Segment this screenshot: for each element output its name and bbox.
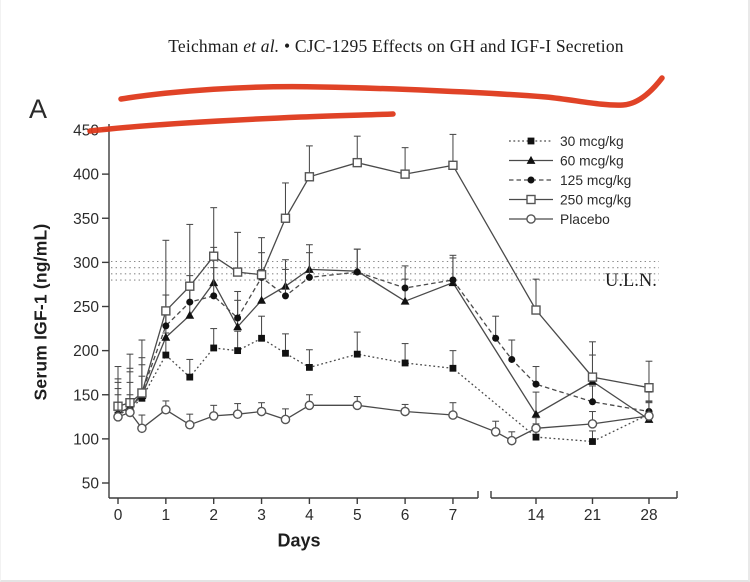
series-line-250-mcg-kg	[117, 162, 650, 407]
uln-label: U.L.N.	[605, 271, 657, 291]
x-axis-title: Days	[277, 530, 321, 551]
legend: 30 mcg/kg 60 mcg/kg 125 mcg/kg 250 mcg/kg Pl…	[509, 134, 631, 227]
y-tick-label: 200	[73, 343, 99, 360]
series-placebo	[113, 394, 654, 446]
y-tick-label: 300	[73, 255, 99, 272]
x-tick-label: 28	[640, 507, 657, 524]
legend-item-label: 60 mcg/kg	[560, 153, 624, 168]
legend-item-30-mcg-kg: 30 mcg/kg	[509, 134, 624, 149]
x-tick-label: 2	[209, 507, 218, 524]
legend-item-60-mcg-kg: 60 mcg/kg	[509, 153, 624, 168]
x-tick-label: 14	[527, 507, 545, 524]
header-etal: et al.	[243, 36, 280, 56]
y-tick-label: 400	[73, 167, 99, 184]
legend-item-125-mcg-kg: 125 mcg/kg	[509, 173, 631, 188]
y-tick-label: 450	[73, 123, 99, 140]
series-line-placebo	[117, 404, 650, 442]
x-tick-label: 5	[353, 507, 362, 524]
y-tick-label: 100	[73, 431, 99, 448]
series-125-mcg-kg	[114, 248, 653, 418]
series-line-60-mcg-kg	[117, 268, 650, 421]
x-tick-label: 4	[305, 507, 314, 524]
legend-item-label: 30 mcg/kg	[560, 134, 624, 149]
x-tick-label: 21	[584, 507, 601, 524]
y-tick-label: 50	[82, 476, 100, 493]
uln-dotted-band	[111, 260, 659, 281]
y-tick-label: 150	[73, 387, 99, 404]
x-tick-label: 1	[162, 507, 171, 524]
axes: 50 100 150 200 250 300 350 400 450 0 1 2 3 4 5 6 7 14 21 28	[73, 123, 678, 524]
legend-item-placebo: Placebo	[509, 212, 610, 227]
panel-label: A	[29, 94, 48, 124]
x-tick-label: 6	[401, 507, 410, 524]
paper-header: Teichman et al. • CJC-1295 Effects on GH…	[1, 36, 748, 57]
header-title: • CJC-1295 Effects on GH and IGF-I Secre…	[279, 36, 624, 56]
header-author: Teichman	[168, 36, 244, 56]
series-line-125-mcg-kg	[117, 271, 650, 415]
x-tick-label: 0	[114, 507, 123, 524]
y-tick-label: 350	[73, 211, 99, 228]
series-line-30-mcg-kg	[117, 337, 650, 443]
legend-item-label: 250 mcg/kg	[560, 192, 631, 207]
y-tick-label: 250	[73, 299, 99, 316]
legend-item-label: Placebo	[560, 212, 610, 227]
x-tick-label: 7	[449, 507, 458, 524]
x-tick-label: 3	[257, 507, 266, 524]
series-60-mcg-kg	[113, 244, 654, 423]
legend-item-250-mcg-kg: 250 mcg/kg	[509, 192, 631, 207]
legend-item-label: 125 mcg/kg	[560, 173, 631, 188]
